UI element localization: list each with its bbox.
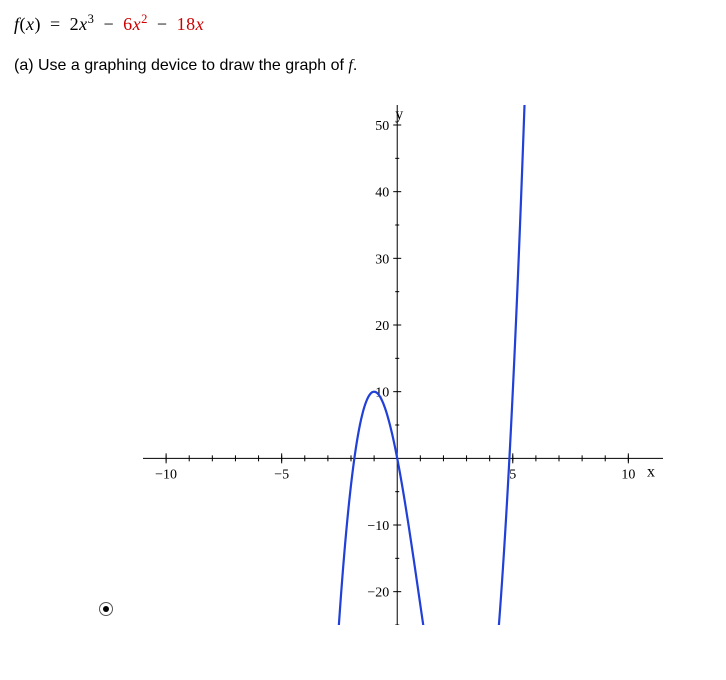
eq-m2: − (153, 14, 172, 34)
svg-text:20: 20 (375, 319, 389, 334)
svg-text:−20: −20 (367, 586, 389, 601)
function-equation: f(x) = 2x3 − 6x2 − 18x (14, 12, 712, 35)
eq-t1c: 2 (70, 14, 80, 34)
svg-text:y: y (395, 106, 403, 123)
function-graph: −10−5510−20−101020304050yx (143, 105, 663, 625)
eq-t1v: x (79, 14, 88, 34)
svg-text:−5: −5 (274, 467, 289, 482)
svg-text:x: x (647, 463, 655, 480)
svg-text:30: 30 (375, 252, 389, 267)
question-a: (a) Use a graphing device to draw the gr… (14, 57, 712, 75)
eq-m1: − (99, 14, 118, 34)
eq-x: x (26, 14, 35, 34)
question-period: . (353, 57, 357, 74)
eq-t1p: 3 (88, 12, 95, 26)
svg-text:−10: −10 (155, 467, 177, 482)
svg-text:−10: −10 (367, 519, 389, 534)
eq-term3: 18x (177, 14, 205, 34)
eq-close: ) (35, 14, 42, 34)
svg-text:40: 40 (375, 186, 389, 201)
svg-text:50: 50 (375, 119, 389, 134)
svg-text:5: 5 (509, 467, 516, 482)
eq-eq: = (46, 14, 65, 34)
eq-term2: 6x2 (123, 14, 148, 34)
radio-dot-icon (99, 602, 113, 616)
svg-text:10: 10 (621, 467, 635, 482)
question-text: (a) Use a graphing device to draw the gr… (14, 57, 348, 74)
answer-radio[interactable] (99, 602, 113, 625)
